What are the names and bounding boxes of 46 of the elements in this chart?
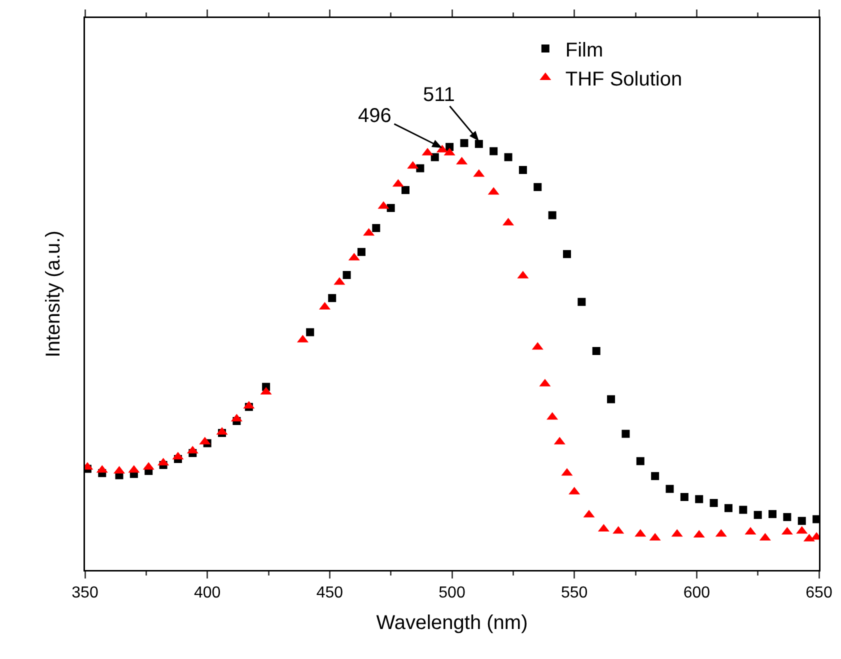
point	[622, 430, 630, 438]
point	[768, 510, 777, 518]
point	[474, 140, 483, 148]
point	[592, 346, 600, 355]
point	[666, 484, 674, 493]
point	[328, 294, 336, 302]
point	[402, 186, 410, 194]
x-axis-title: Wavelength (nm)	[376, 612, 528, 634]
point	[518, 166, 527, 174]
point	[607, 395, 616, 404]
point	[372, 224, 380, 232]
x-tick-label: 350	[72, 584, 98, 602]
x-tick-label: 450	[316, 584, 344, 602]
point	[306, 328, 314, 336]
point	[386, 204, 395, 212]
annotation: 511	[423, 84, 455, 106]
point	[562, 250, 571, 258]
point	[534, 183, 542, 192]
point	[739, 506, 748, 514]
y-axis-title: Intensity (a.u.)	[42, 230, 64, 358]
point	[460, 139, 468, 148]
point	[357, 248, 366, 256]
point	[636, 457, 644, 466]
point	[651, 472, 660, 480]
point	[724, 504, 732, 512]
point	[548, 211, 556, 220]
point	[754, 510, 762, 519]
x-tick-label: 650	[806, 584, 832, 602]
point	[695, 495, 704, 504]
point	[490, 147, 498, 156]
point	[416, 164, 424, 172]
x-tick-label: 600	[683, 584, 710, 602]
point	[798, 516, 806, 525]
point	[504, 153, 512, 162]
point	[680, 493, 688, 501]
x-tick-label: 550	[560, 584, 588, 602]
x-tick-label: 500	[438, 584, 466, 602]
annotation: 496	[358, 105, 392, 127]
point	[430, 153, 439, 162]
point	[710, 498, 718, 507]
x-tick-label: 400	[194, 584, 221, 602]
point	[342, 271, 351, 279]
legend-label: Film	[565, 39, 604, 62]
legend-label: THF Solution	[565, 68, 682, 90]
point	[578, 298, 586, 306]
point	[783, 513, 792, 522]
